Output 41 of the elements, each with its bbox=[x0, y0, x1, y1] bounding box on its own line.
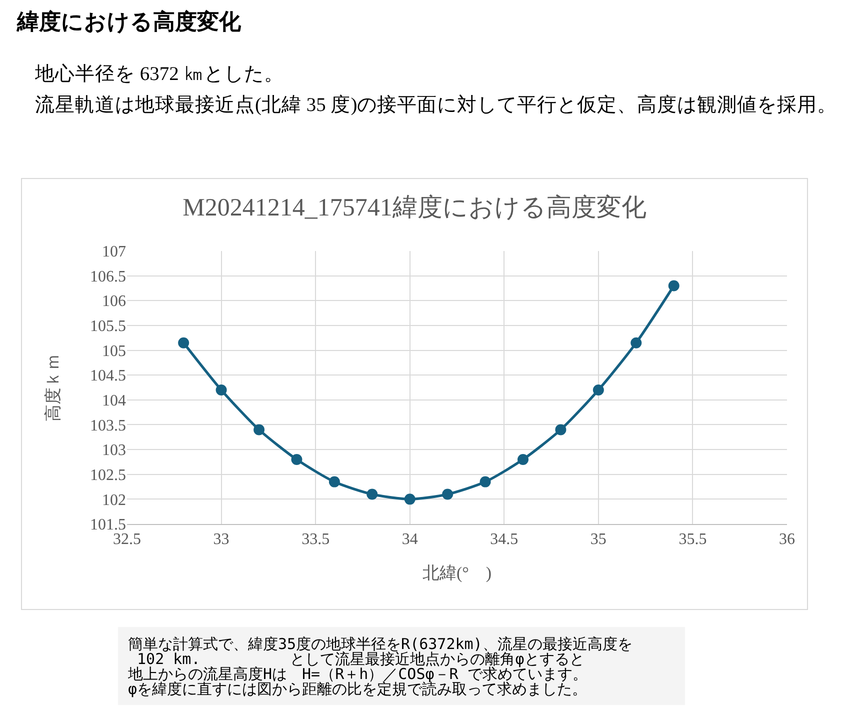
chart-title: M20241214_175741緯度における高度変化 bbox=[182, 194, 646, 222]
x-tick-label: 32.5 bbox=[113, 531, 141, 548]
x-tick-label: 34.5 bbox=[490, 531, 518, 548]
y-tick-label: 102 bbox=[102, 492, 126, 509]
y-tick-label: 104 bbox=[102, 392, 126, 410]
y-tick-label: 104.5 bbox=[90, 368, 126, 385]
point bbox=[328, 476, 340, 488]
text: φを緯度に直すには図から距離の比を定規で読み取って求めました。 bbox=[128, 680, 588, 698]
text: 流星軌道は地球最接近点(北緯 35 度)の接平面に対して平行と仮定、高度は観測値を採用。 bbox=[35, 94, 838, 118]
point bbox=[630, 337, 642, 348]
y-tick-label: 105 bbox=[102, 342, 126, 360]
y-tick-label: 103.5 bbox=[90, 417, 126, 434]
point bbox=[555, 424, 566, 436]
y-axis-title: 高度ｋｍ bbox=[44, 354, 63, 422]
y-tick-label: 103 bbox=[102, 442, 126, 460]
point bbox=[254, 424, 264, 436]
text: 地心半径を 6372 ㎞とした。 bbox=[35, 62, 285, 87]
x-tick-label: 36 bbox=[779, 531, 795, 548]
y-tick-label: 101.5 bbox=[90, 516, 126, 534]
point bbox=[480, 476, 491, 488]
text: 緯度における高度変化 bbox=[17, 8, 241, 36]
point bbox=[668, 280, 680, 292]
point bbox=[518, 454, 528, 465]
x-axis-title: 北緯(° ) bbox=[422, 564, 492, 583]
point bbox=[291, 454, 302, 465]
point bbox=[404, 494, 416, 505]
point bbox=[442, 488, 454, 500]
y-tick-label: 107 bbox=[102, 244, 126, 261]
point bbox=[592, 384, 604, 396]
x-tick-label: 33.5 bbox=[302, 531, 330, 548]
y-tick-label: 106.5 bbox=[90, 268, 126, 286]
x-tick-label: 35.5 bbox=[678, 531, 707, 548]
x-tick-label: 34 bbox=[402, 531, 418, 548]
point bbox=[216, 384, 227, 396]
point bbox=[366, 488, 378, 500]
y-tick-label: 106 bbox=[102, 293, 126, 310]
point bbox=[178, 337, 190, 348]
x-tick-label: 35 bbox=[590, 531, 606, 548]
y-tick-label: 105.5 bbox=[90, 318, 126, 336]
x-tick-label: 33 bbox=[213, 531, 230, 548]
y-tick-label: 102.5 bbox=[90, 466, 126, 484]
